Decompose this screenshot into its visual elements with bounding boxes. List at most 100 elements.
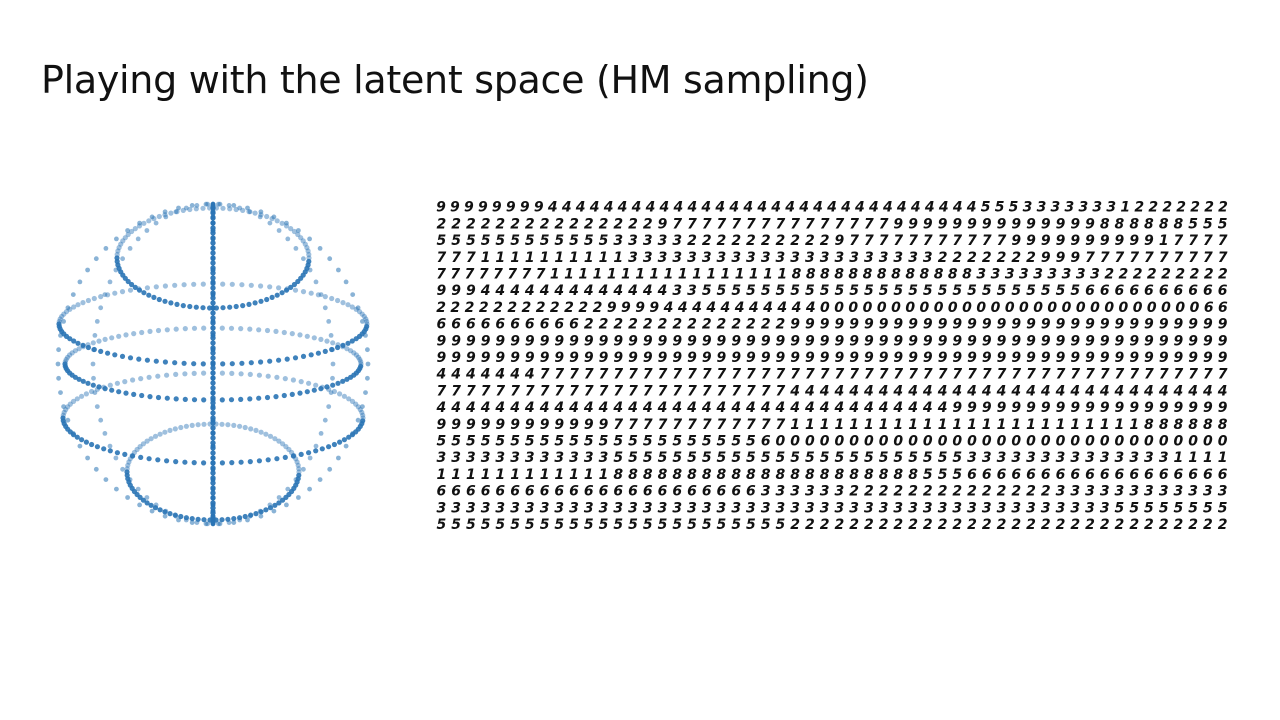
sphere-point (92, 333, 98, 338)
generated-digit: 4 (673, 200, 684, 216)
sphere-point (308, 352, 314, 358)
generated-digit: 9 (997, 317, 1007, 333)
generated-digit: 6 (1011, 467, 1021, 483)
generated-digit: 3 (1085, 484, 1095, 500)
generated-digit: 1 (692, 267, 702, 283)
sphere-point (349, 398, 356, 404)
sphere-point (359, 409, 365, 415)
generated-digit: 9 (761, 333, 771, 349)
sphere-point (140, 441, 146, 447)
generated-digit: 3 (790, 250, 800, 266)
generated-digit: 9 (997, 400, 1007, 416)
generated-digit: 5 (746, 283, 756, 299)
generated-digit: 9 (613, 350, 623, 366)
sphere-point (173, 459, 179, 465)
generated-digit: 6 (569, 484, 579, 500)
generated-digit: 2 (967, 517, 977, 532)
generated-digit: 9 (525, 417, 535, 433)
generated-digit: 9 (1115, 317, 1125, 333)
sphere-point (210, 465, 216, 471)
generated-digit: 2 (1190, 200, 1200, 216)
generated-digit: 1 (893, 417, 903, 433)
generated-digit: 1 (613, 250, 623, 266)
generated-digit: 3 (495, 450, 505, 466)
generated-digit: 5 (466, 434, 476, 450)
sphere-point (267, 220, 273, 226)
sphere-point (173, 209, 179, 215)
generated-digit: 6 (1188, 467, 1198, 483)
generated-digit: 1 (805, 417, 815, 433)
sphere-point (187, 303, 193, 310)
generated-digit: 7 (702, 383, 712, 399)
generated-digit: 9 (982, 317, 992, 333)
sphere-point (263, 431, 269, 437)
sphere-point (201, 370, 207, 376)
generated-digit: 9 (923, 216, 933, 232)
sphere-point (189, 520, 195, 525)
generated-digit: 5 (731, 517, 741, 532)
generated-digit: 7 (450, 267, 460, 283)
sphere-point (331, 441, 337, 448)
sphere-point (127, 246, 133, 251)
sphere-point (210, 500, 216, 506)
sphere-point (74, 434, 80, 440)
generated-digit: 4 (671, 400, 682, 416)
generated-digit: 7 (879, 367, 889, 383)
generated-digit: 0 (982, 434, 992, 450)
generated-digit: 4 (1187, 383, 1198, 399)
generated-digit: 9 (893, 317, 903, 333)
generated-digit: 4 (937, 400, 948, 416)
sphere-point (210, 475, 216, 481)
generated-digit: 9 (584, 333, 594, 349)
sphere-point (298, 451, 304, 457)
generated-digit: 5 (981, 200, 991, 216)
sphere-point (151, 294, 157, 300)
sphere-point (335, 344, 341, 351)
generated-digit: 3 (1047, 267, 1057, 283)
generated-digit: 4 (642, 400, 653, 416)
generated-digit: 1 (1041, 417, 1051, 433)
sphere-point (288, 284, 294, 290)
sphere-point (131, 391, 137, 397)
generated-digit: 5 (761, 450, 771, 466)
generated-digit: 2 (554, 216, 564, 232)
generated-digit: 2 (938, 250, 948, 266)
generated-digit: 8 (746, 467, 756, 483)
sphere-point (293, 456, 299, 462)
sphere-point (231, 203, 237, 208)
sphere-point (300, 289, 307, 295)
generated-digit: 8 (934, 267, 944, 283)
generated-digit: 7 (1100, 250, 1110, 266)
generated-digit: 4 (1128, 383, 1139, 399)
sphere-point (282, 376, 288, 382)
generated-digit: 4 (524, 400, 535, 416)
generated-digit: 3 (967, 500, 977, 516)
generated-digit: 1 (1120, 200, 1130, 216)
generated-digit: 8 (806, 267, 816, 283)
sphere-point (146, 218, 152, 224)
generated-digit: 8 (891, 267, 901, 283)
sphere-point (173, 371, 179, 377)
sphere-point (256, 458, 262, 464)
generated-digit: 2 (997, 484, 1007, 500)
generated-digit: 2 (938, 484, 948, 500)
sphere-point (306, 251, 312, 258)
generated-digit: 9 (613, 333, 623, 349)
generated-digit: 5 (1011, 283, 1021, 299)
generated-digit: 2 (849, 517, 859, 532)
generated-digit: 1 (621, 267, 631, 283)
sphere-point (120, 238, 126, 244)
generated-digit: 3 (835, 484, 845, 500)
sphere-point (163, 508, 169, 514)
generated-digit: 2 (1041, 484, 1051, 500)
generated-digit: 2 (593, 300, 603, 316)
sphere-point (341, 393, 347, 399)
generated-digit: 3 (451, 450, 461, 466)
sphere-point (176, 517, 181, 523)
sphere-point (210, 440, 216, 446)
sphere-point (147, 394, 153, 400)
generated-digit: 3 (658, 500, 668, 516)
generated-digit: 4 (720, 300, 731, 316)
generated-digit: 9 (790, 350, 800, 366)
sphere-point (233, 303, 239, 310)
